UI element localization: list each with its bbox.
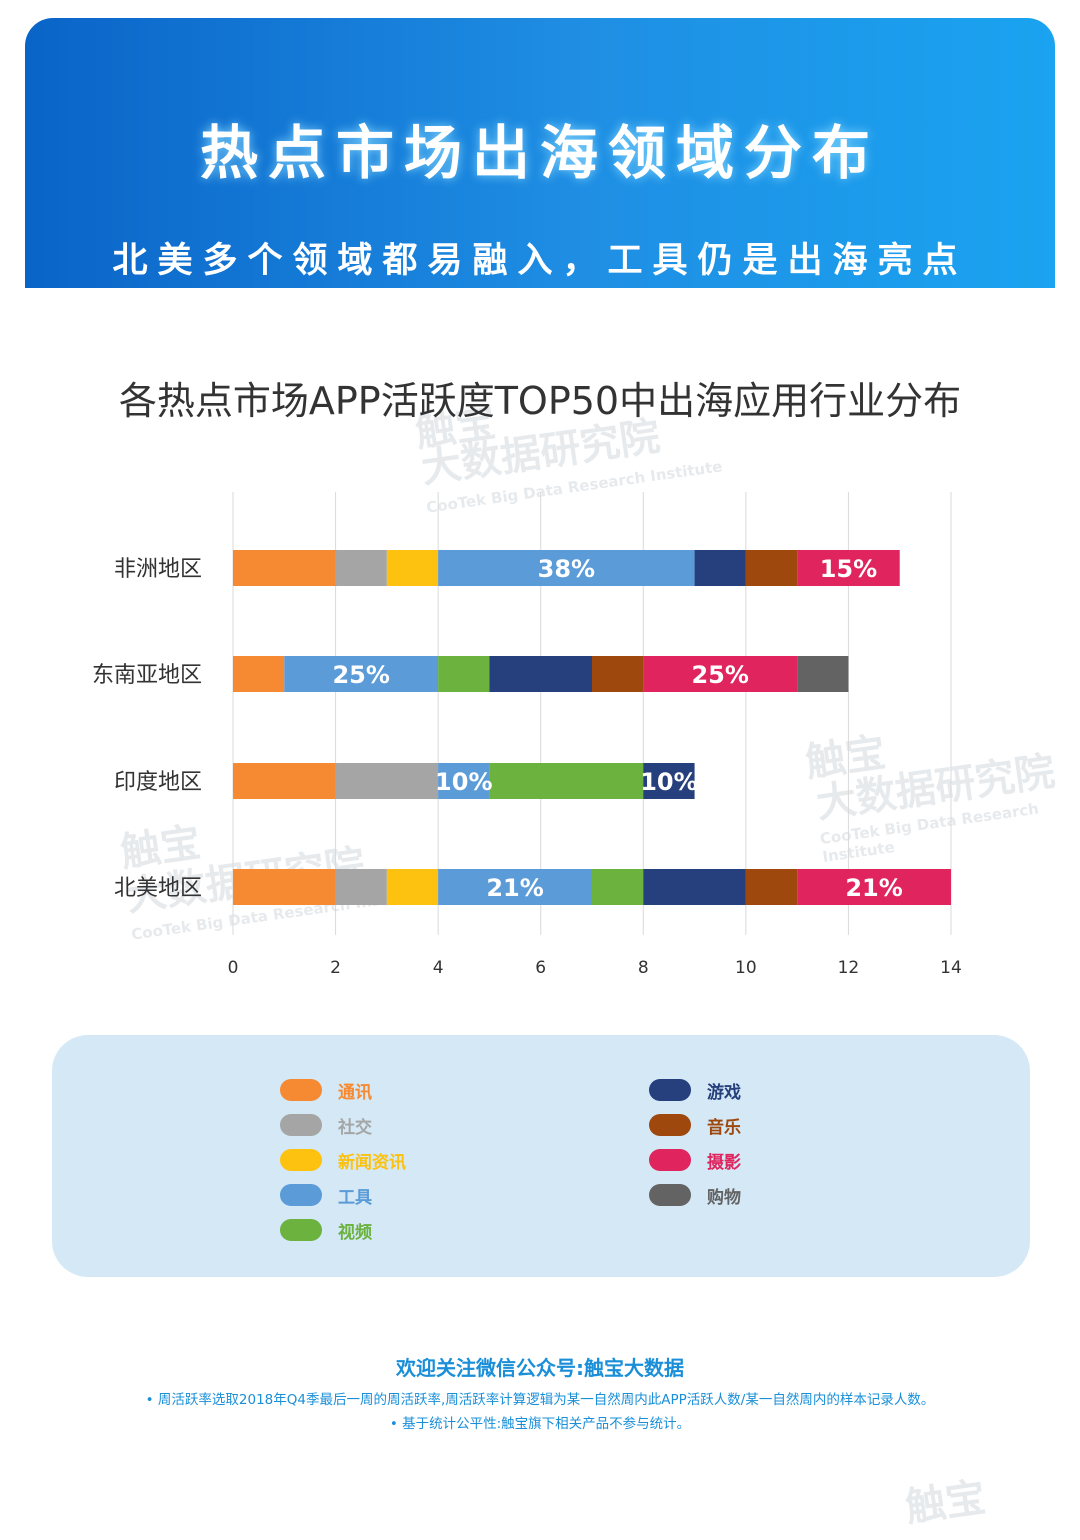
x-tick-label: 8 xyxy=(638,958,649,978)
bar-segment xyxy=(335,550,387,586)
bar-segment xyxy=(592,656,644,692)
legend-label: 通讯 xyxy=(338,1082,372,1103)
x-tick-label: 6 xyxy=(535,958,546,978)
data-label: 10% xyxy=(435,768,492,796)
bar-segment xyxy=(233,763,336,799)
chart-title: 各热点市场APP活跃度TOP50中出海应用行业分布 xyxy=(118,379,962,423)
bar-segment xyxy=(335,763,439,799)
legend-item: 视频 xyxy=(280,1217,372,1243)
x-tick-label: 10 xyxy=(735,958,757,978)
data-label: 21% xyxy=(486,874,543,902)
category-label: 非洲地区 xyxy=(114,557,202,582)
legend-item: 工具 xyxy=(280,1182,372,1208)
bar-segment xyxy=(745,550,798,586)
category-label: 北美地区 xyxy=(114,876,202,901)
legend-item: 摄影 xyxy=(649,1147,741,1173)
bar-segment xyxy=(284,656,439,692)
bar-segment xyxy=(643,869,746,905)
legend-item: 音乐 xyxy=(649,1112,741,1138)
x-tick-label: 2 xyxy=(330,958,341,978)
legend-label: 视频 xyxy=(338,1222,372,1243)
legend-label: 新闻资讯 xyxy=(338,1152,406,1173)
page-subtitle: 北美多个领域都易融入，工具仍是出海亮点 xyxy=(112,241,968,281)
legend-swatch xyxy=(280,1079,322,1101)
bar-segment xyxy=(438,550,695,586)
bar-segment xyxy=(489,656,592,692)
data-label: 15% xyxy=(820,555,877,583)
legend-item: 社交 xyxy=(280,1112,372,1138)
bar-segment xyxy=(438,869,592,905)
footer-note: • 周活跃率选取2018年Q4季最后一周的周活跃率,周活跃率计算逻辑为某一自然周… xyxy=(145,1392,935,1408)
bar-segment xyxy=(233,869,336,905)
data-label: 25% xyxy=(691,661,748,689)
legend-swatch xyxy=(280,1114,322,1136)
bar-segment xyxy=(694,550,746,586)
legend-label: 摄影 xyxy=(707,1152,741,1173)
legend-label: 游戏 xyxy=(707,1082,741,1103)
legend-label: 音乐 xyxy=(707,1117,741,1138)
legend-item: 购物 xyxy=(649,1182,741,1208)
data-label: 25% xyxy=(332,661,389,689)
legend-swatch xyxy=(280,1219,322,1241)
footer-note: • 基于统计公平性:触宝旗下相关产品不参与统计。 xyxy=(389,1416,691,1432)
bar-segment xyxy=(386,869,439,905)
legend-item: 游戏 xyxy=(649,1077,741,1103)
footer-follow-text: 欢迎关注微信公众号:触宝大数据 xyxy=(396,1356,684,1380)
legend-swatch xyxy=(649,1184,691,1206)
bar-segment xyxy=(438,656,490,692)
bar-segment xyxy=(745,869,798,905)
category-label: 东南亚地区 xyxy=(92,663,202,688)
legend-swatch xyxy=(649,1114,691,1136)
bar-segment xyxy=(233,550,336,586)
bar-segment xyxy=(797,550,900,586)
data-label: 21% xyxy=(845,874,902,902)
legend-item: 新闻资讯 xyxy=(280,1147,406,1173)
bar-segment xyxy=(386,550,439,586)
bar-segment xyxy=(335,869,387,905)
bar-segment xyxy=(643,656,798,692)
legend-item: 通讯 xyxy=(280,1077,372,1103)
bar-segment xyxy=(489,763,644,799)
x-tick-label: 12 xyxy=(838,958,860,978)
legend-label: 购物 xyxy=(707,1187,741,1208)
data-label: 10% xyxy=(640,768,697,796)
bar-segment xyxy=(797,869,951,905)
bar-segment xyxy=(643,763,695,799)
legend-swatch xyxy=(649,1079,691,1101)
bar-segment xyxy=(233,656,285,692)
legend-swatch xyxy=(280,1184,322,1206)
watermark-brand: 触宝 xyxy=(902,1474,989,1532)
bar-segment xyxy=(592,869,644,905)
bar-segment xyxy=(797,656,849,692)
legend: 通讯社交新闻资讯工具视频 游戏音乐摄影购物 xyxy=(52,1035,1030,1277)
page-title: 热点市场出海领域分布 xyxy=(199,119,880,187)
data-label: 38% xyxy=(538,555,595,583)
x-tick-label: 0 xyxy=(228,958,239,978)
legend-label: 社交 xyxy=(338,1117,372,1138)
legend-swatch xyxy=(649,1149,691,1171)
header-banner: 热点市场出海领域分布 北美多个领域都易融入，工具仍是出海亮点 xyxy=(25,18,1055,288)
x-tick-label: 14 xyxy=(940,958,962,978)
legend-swatch xyxy=(280,1149,322,1171)
bar-segment xyxy=(438,763,490,799)
x-tick-label: 4 xyxy=(433,958,444,978)
category-label: 印度地区 xyxy=(114,770,202,795)
legend-label: 工具 xyxy=(338,1187,372,1208)
